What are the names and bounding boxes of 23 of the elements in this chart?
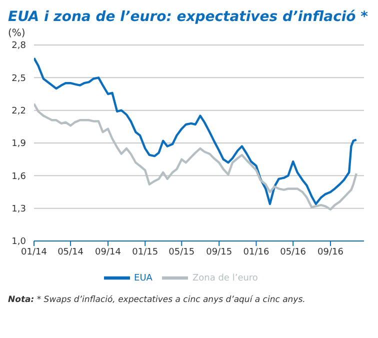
y-tick-label: 2,2 xyxy=(12,106,26,117)
x-tick-label: 05/16 xyxy=(280,247,306,258)
y-axis-title: (%) xyxy=(8,28,26,39)
y-tick-label: 2,8 xyxy=(12,41,26,52)
y-tick-label: 1,9 xyxy=(12,139,26,150)
y-tick-label: 2,5 xyxy=(12,74,26,84)
x-tick-label: 05/14 xyxy=(58,247,84,258)
line-series xyxy=(34,56,358,206)
y-tick-label: 1,0 xyxy=(12,237,26,248)
x-tick-label: 01/16 xyxy=(243,247,270,258)
legend-label: EUA xyxy=(134,273,152,284)
x-tick-label: 05/15 xyxy=(168,247,195,258)
chart-title: EUA i zona de l’euro: expectatives d’inflació * xyxy=(8,8,369,26)
legend-label: Zona de l’euro xyxy=(192,273,258,284)
y-tick-label: 1,6 xyxy=(12,172,26,182)
x-tick-label: 01/14 xyxy=(21,247,48,258)
y-tick-label: 1,3 xyxy=(12,204,26,215)
x-tick-label: 09/16 xyxy=(318,247,344,258)
line-series xyxy=(34,102,358,211)
text: Nota: * Swaps d’inflació, expectatives a cinc anys d’aquí a cinc anys. xyxy=(8,295,306,305)
x-tick-label: 09/15 xyxy=(206,247,232,258)
x-tick-label: 01/15 xyxy=(132,247,158,258)
x-tick-label: 09/14 xyxy=(95,247,122,258)
